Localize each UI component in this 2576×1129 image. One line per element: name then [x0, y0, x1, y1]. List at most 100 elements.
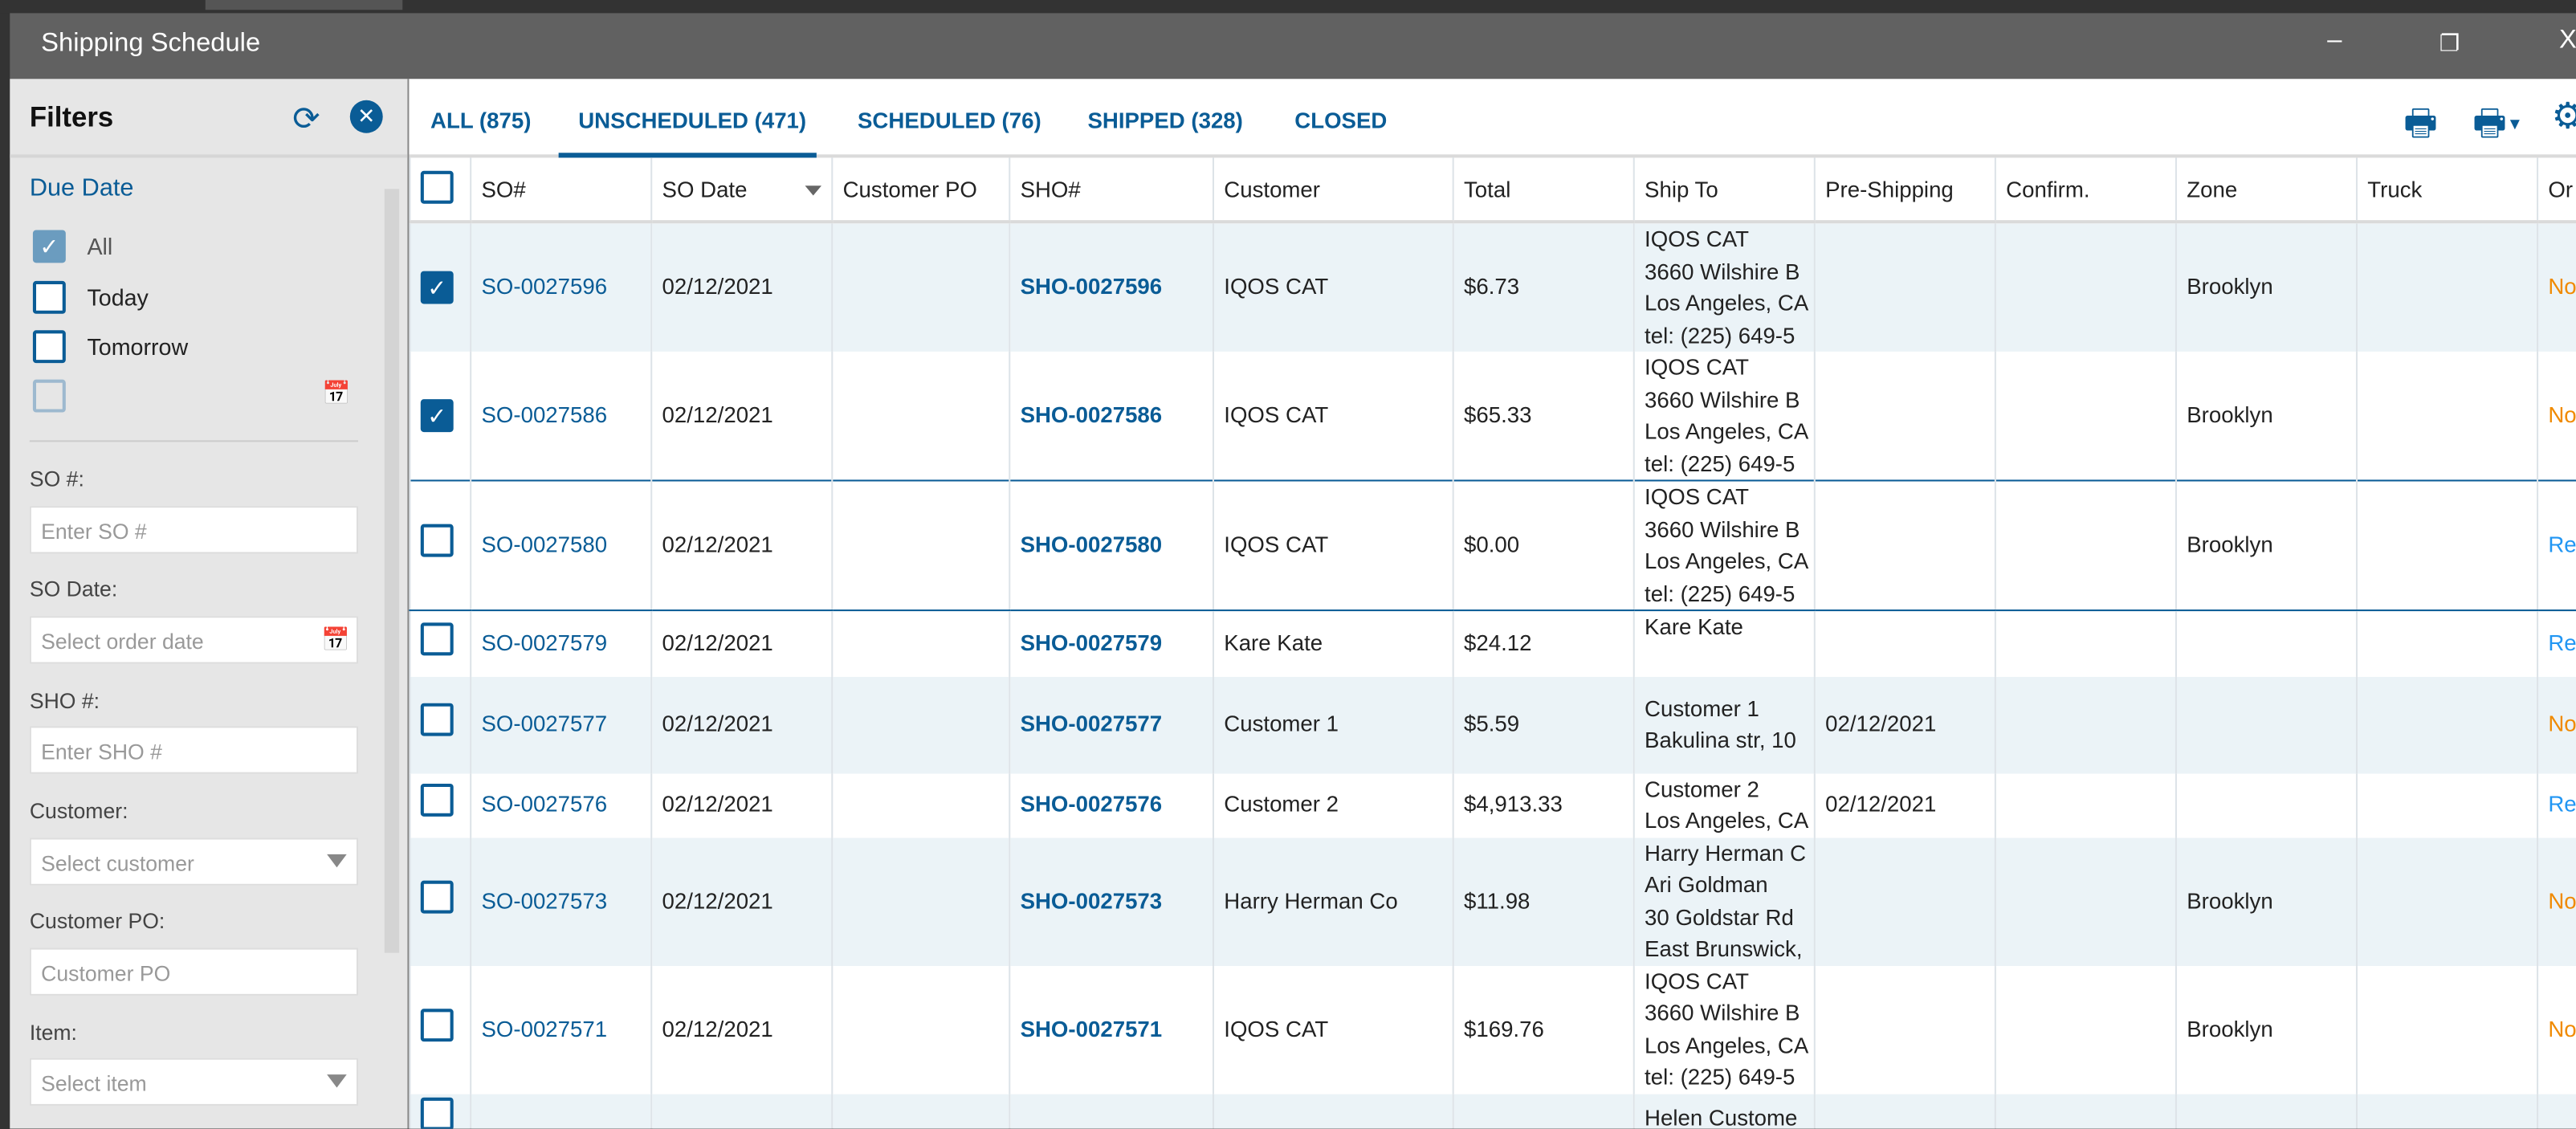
close-window-button[interactable]: X	[2558, 26, 2576, 55]
so-link[interactable]: SO-0027596	[481, 275, 608, 300]
column-header[interactable]: Customer	[1212, 157, 1453, 224]
order-status[interactable]: No	[2548, 711, 2576, 737]
sho-link[interactable]: SHO-0027576	[1020, 792, 1163, 817]
column-header[interactable]: Or	[2537, 157, 2576, 224]
tab-closed[interactable]: CLOSED	[1294, 108, 1388, 133]
sho-link[interactable]: SHO-0027573	[1020, 888, 1163, 914]
print-icon[interactable]: 🖶▼	[2472, 101, 2524, 144]
row-checkbox[interactable]	[420, 1097, 454, 1129]
tab-unscheduled[interactable]: UNSCHEDULED (471)	[578, 108, 807, 133]
restore-button[interactable]: ❐	[2439, 29, 2460, 56]
column-header[interactable]: Pre-Shipping	[1813, 157, 1995, 224]
table-row[interactable]: SO-0027576 02/12/2021 SHO-0027576 Customer …	[409, 772, 2576, 838]
truck-cell	[2355, 772, 2538, 838]
row-checkbox[interactable]	[420, 1008, 454, 1041]
sho-link[interactable]: SHO-0027571	[1020, 1016, 1163, 1041]
column-header[interactable]: Zone	[2175, 157, 2357, 224]
status-cell: Re	[2537, 610, 2576, 676]
sho-link[interactable]: SHO-0027580	[1020, 532, 1163, 558]
checkbox-cell: ✓	[409, 351, 471, 481]
column-header-label: Zone	[2187, 176, 2238, 202]
column-header[interactable]: Customer PO	[831, 157, 1010, 224]
tab-shipped[interactable]: SHIPPED (328)	[1087, 108, 1243, 133]
confirm-cell	[1994, 965, 2176, 1094]
column-header[interactable]: SO#	[470, 157, 652, 224]
order-status[interactable]: No	[2548, 888, 2576, 914]
so-link[interactable]: SO-0027576	[481, 792, 608, 817]
ship-to-line: 30 Goldstar Rd	[1645, 904, 1794, 930]
order-status[interactable]: Re	[2548, 792, 2576, 817]
so-link[interactable]: SO-0027577	[481, 711, 608, 737]
so-link[interactable]: SO-0027579	[481, 630, 608, 656]
sho-cell	[1009, 1093, 1213, 1129]
select-all-checkbox[interactable]	[420, 169, 454, 203]
column-header[interactable]: Ship To	[1632, 157, 1815, 224]
customer-po-cell	[831, 837, 1010, 966]
row-checkbox[interactable]	[420, 703, 454, 737]
so-link[interactable]: SO-0027580	[481, 532, 608, 558]
sho-link[interactable]: SHO-0027577	[1020, 711, 1163, 737]
order-status[interactable]: No	[2548, 402, 2576, 428]
customer-select[interactable]: Select customer	[29, 838, 359, 886]
sho-cell: SHO-0027577	[1009, 675, 1213, 773]
so-link[interactable]: SO-0027571	[481, 1016, 608, 1041]
customer-po-input[interactable]: Customer PO	[29, 948, 359, 996]
row-checkbox[interactable]: ✓	[420, 398, 454, 432]
calendar-icon[interactable]: 📅	[322, 379, 351, 406]
order-status[interactable]: Re	[2548, 532, 2576, 558]
table-row[interactable]: SO-0027571 02/12/2021 SHO-0027571 IQOS CAT $…	[409, 965, 2576, 1094]
sho-input[interactable]: Enter SHO #	[29, 726, 359, 774]
row-checkbox[interactable]	[420, 880, 454, 914]
item-select[interactable]: Select item	[29, 1058, 359, 1106]
so-input[interactable]: Enter SO #	[29, 506, 359, 554]
table-row[interactable]: SO-0027579 02/12/2021 SHO-0027579 Kare Kate…	[409, 610, 2576, 676]
tab-all[interactable]: ALL (875)	[430, 108, 532, 133]
sho-link[interactable]: SHO-0027579	[1020, 630, 1163, 656]
order-status[interactable]: No	[2548, 275, 2576, 300]
calendar-icon[interactable]: 📅	[321, 626, 350, 653]
ship-to-line: 3660 Wilshire B	[1645, 1001, 1800, 1025]
pre-shipping-cell: 02/12/2021	[1813, 675, 1995, 773]
so-link[interactable]: SO-0027573	[481, 888, 608, 914]
sort-desc-icon[interactable]	[805, 185, 821, 195]
table-row[interactable]: SO-0027580 02/12/2021 SHO-0027580 IQOS CAT $…	[409, 479, 2576, 612]
close-filters-icon[interactable]: ✕	[349, 100, 383, 133]
sho-link[interactable]: SHO-0027586	[1020, 402, 1163, 428]
gear-icon[interactable]: ⚙	[2551, 96, 2576, 138]
background-tab[interactable]	[205, 0, 403, 10]
tab-scheduled[interactable]: SCHEDULED (76)	[858, 108, 1041, 133]
due-custom-checkbox[interactable]	[32, 379, 66, 413]
so-date-input[interactable]: Select order date 📅	[29, 616, 359, 664]
column-header[interactable]: Total	[1452, 157, 1634, 224]
due-all-checkbox[interactable]: ✓	[32, 230, 66, 263]
column-header[interactable]: Confirm.	[1994, 157, 2176, 224]
refresh-icon[interactable]: ⟳	[292, 101, 320, 138]
column-header[interactable]: SHO#	[1009, 157, 1213, 224]
table-row[interactable]: SO-0027573 02/12/2021 SHO-0027573 Harry Her…	[409, 837, 2576, 966]
table-row[interactable]: ✓ SO-0027586 02/12/2021 SHO-0027586 IQOS CAT…	[409, 351, 2576, 481]
ship-to-line: Los Angeles, CA	[1645, 418, 1809, 444]
column-header[interactable]: SO Date	[650, 157, 833, 224]
ship-to-line: Los Angeles, CA	[1645, 808, 1809, 834]
minimize-button[interactable]: –	[2327, 26, 2342, 55]
order-status[interactable]: Re	[2548, 630, 2576, 656]
due-tomorrow-checkbox[interactable]	[32, 330, 66, 364]
so-link[interactable]: SO-0027586	[481, 402, 608, 428]
row-checkbox[interactable]: ✓	[420, 271, 454, 304]
chevron-down-icon[interactable]	[327, 1074, 347, 1088]
column-header[interactable]: Truck	[2355, 157, 2538, 224]
row-checkbox[interactable]	[420, 524, 454, 558]
status-cell: Re	[2537, 479, 2576, 612]
chevron-down-icon[interactable]	[327, 854, 347, 868]
table-row[interactable]: Helen Custome	[409, 1093, 2576, 1129]
row-checkbox[interactable]	[420, 622, 454, 656]
table-row[interactable]: ✓ SO-0027596 02/12/2021 SHO-0027596 IQOS CAT…	[409, 222, 2576, 352]
quick-print-icon[interactable]: 🖶	[2403, 101, 2438, 144]
order-total: $0.00	[1463, 532, 1520, 558]
row-checkbox[interactable]	[420, 784, 454, 817]
due-today-checkbox[interactable]	[32, 280, 66, 314]
sho-link[interactable]: SHO-0027596	[1020, 275, 1163, 300]
table-row[interactable]: SO-0027577 02/12/2021 SHO-0027577 Customer …	[409, 675, 2576, 773]
order-status[interactable]: No	[2548, 1016, 2576, 1041]
sidebar-scrollbar[interactable]	[384, 189, 400, 953]
